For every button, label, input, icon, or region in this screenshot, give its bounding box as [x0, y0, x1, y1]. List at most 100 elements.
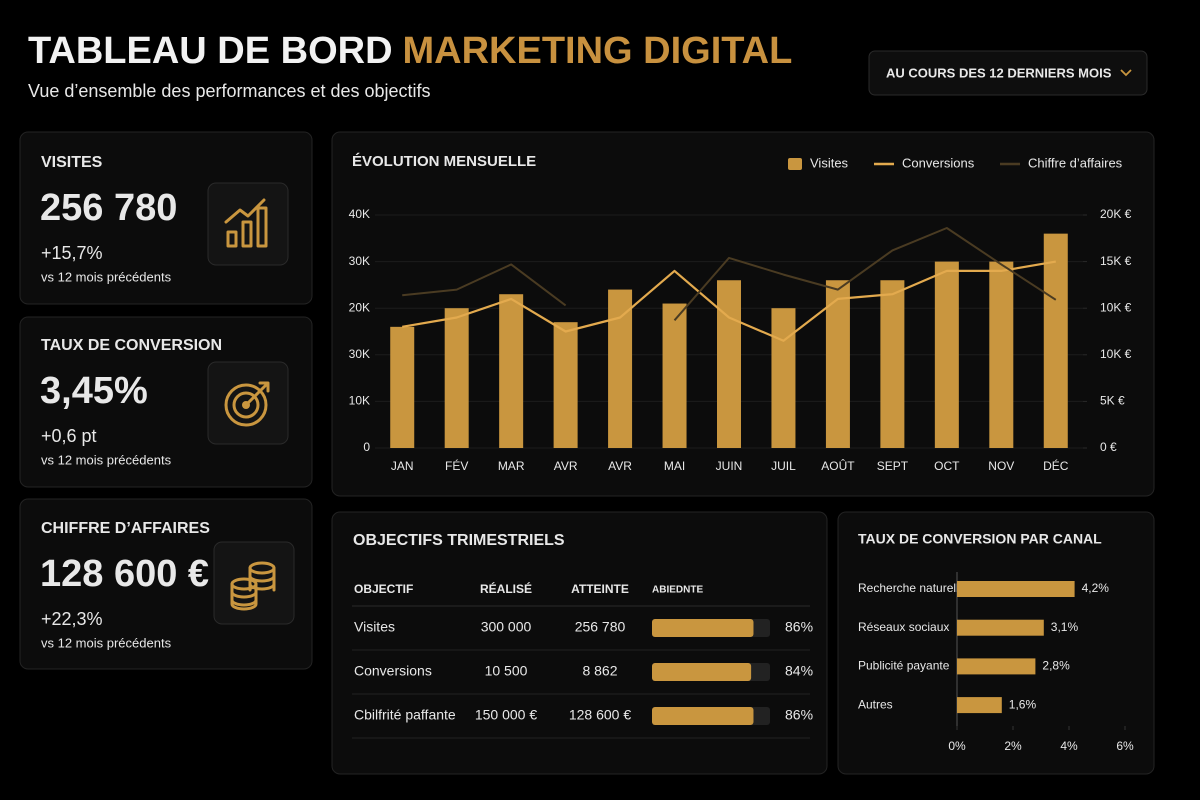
legend-label: Chiffre d’affaires: [1028, 155, 1123, 170]
table-cell: 300 000: [481, 619, 532, 635]
x-tick-label: 6%: [1116, 739, 1134, 753]
table-header: RÉALISÉ: [480, 581, 532, 596]
chart-title: ÉVOLUTION MENSUELLE: [352, 153, 536, 170]
chart-icon: [224, 198, 268, 248]
value-label: 2,8%: [1042, 659, 1070, 673]
kpi-change: +22,3%: [41, 609, 103, 629]
chart-title: TAUX DE CONVERSION PAR CANAL: [858, 531, 1102, 547]
table-header: ABIEDNTE: [652, 585, 703, 596]
x-tick-label: JAN: [391, 459, 414, 473]
kpi-label: TAUX DE CONVERSION: [41, 337, 222, 354]
table-cell: 8 862: [582, 663, 617, 679]
kpi-value: 3,45%: [40, 370, 148, 412]
y2-tick-label: 5K €: [1100, 394, 1125, 408]
line-series: [402, 227, 1057, 321]
bar: [957, 697, 1002, 714]
bar: [499, 294, 524, 448]
subtitle: Vue d’ensemble des performances et des o…: [28, 81, 431, 101]
y-tick-label: 30K: [349, 347, 370, 361]
kpi-note: vs 12 mois précédents: [41, 269, 172, 284]
title-accent: MARKETING DIGITAL: [403, 30, 793, 72]
bar: [390, 326, 415, 448]
kpi-icons: [207, 182, 295, 625]
table-title: OBJECTIFS TRIMESTRIELS: [353, 532, 565, 549]
x-tick-label: AVR: [554, 459, 578, 473]
table-cell: 10 500: [485, 663, 528, 679]
kpi-value: 128 600 €: [40, 553, 209, 595]
value-label: 1,6%: [1009, 697, 1037, 711]
x-tick-label: OCT: [934, 459, 960, 473]
x-tick-label: JUIL: [771, 459, 796, 473]
table-cell: Visites: [354, 619, 395, 635]
value-label: 4,2%: [1082, 581, 1110, 595]
line-series: [402, 260, 1056, 342]
y2-tick-label: 20K €: [1100, 207, 1132, 221]
progress-bar: [652, 663, 752, 681]
bar: [1043, 233, 1068, 448]
x-tick-label: 0%: [948, 739, 966, 753]
x-tick-label: MAI: [664, 459, 685, 473]
bar: [608, 289, 633, 448]
table-header: ATTEINTE: [571, 582, 629, 596]
kpi-note: vs 12 mois précédents: [41, 635, 172, 650]
dropdown-chevron[interactable]: [1120, 69, 1132, 77]
y-tick-label: 0: [363, 440, 370, 454]
period-dropdown[interactable]: [868, 50, 1148, 96]
x-tick-label: 4%: [1060, 739, 1078, 753]
period-label[interactable]: AU COURS DES 12 DERNIERS MOIS: [886, 65, 1112, 80]
progress-bar: [652, 707, 754, 725]
y-tick-label: 20K: [349, 300, 370, 314]
bar: [957, 619, 1044, 636]
progress-bar: [652, 619, 754, 637]
category-label: Publicité payante: [858, 659, 950, 673]
legend-label: Visites: [810, 155, 849, 170]
progress-label: 86%: [785, 707, 813, 723]
y2-tick-label: 10K €: [1100, 347, 1132, 361]
table-cell: 256 780: [575, 619, 626, 635]
kpi-change: +15,7%: [41, 243, 103, 263]
legend-label: Conversions: [902, 155, 975, 170]
icon-box: [207, 182, 289, 266]
category-label: Autres: [858, 697, 893, 711]
kpi-label: VISITES: [41, 154, 103, 171]
table-cell: Cbilfrité paffante: [354, 707, 456, 723]
bar: [662, 303, 687, 448]
progress-label: 84%: [785, 663, 813, 679]
bar: [957, 658, 1036, 675]
x-tick-label: NOV: [988, 459, 1014, 473]
table-header: OBJECTIF: [354, 582, 413, 596]
x-tick-label: MAR: [498, 459, 525, 473]
x-tick-label: FÉV: [445, 458, 468, 473]
bar: [717, 280, 741, 448]
bar: [934, 261, 959, 448]
y2-tick-label: 15K €: [1100, 254, 1132, 268]
kpi-value: 256 780: [40, 187, 177, 229]
table-cell: 150 000 €: [475, 707, 537, 723]
bar: [553, 322, 578, 448]
y2-tick-label: 0 €: [1100, 440, 1117, 454]
objectives-card: [331, 511, 828, 775]
bar: [989, 261, 1014, 448]
x-tick-label: DÉC: [1043, 458, 1069, 473]
page-title: TABLEAU DE BORD MARKETING DIGITAL: [28, 30, 792, 72]
bar: [444, 308, 469, 448]
table-cell: 128 600 €: [569, 707, 631, 723]
x-tick-label: 2%: [1004, 739, 1022, 753]
y-tick-label: 40K: [349, 207, 370, 221]
bar: [880, 280, 905, 448]
x-tick-label: AVR: [608, 459, 632, 473]
channel-card: [837, 511, 1155, 775]
kpi-note: vs 12 mois précédents: [41, 452, 172, 467]
category-label: Recherche naturelle: [858, 581, 966, 595]
x-tick-label: AOÛT: [821, 458, 855, 473]
progress-label: 86%: [785, 619, 813, 635]
coins-icon: [230, 561, 276, 611]
legend-swatch: [788, 158, 802, 170]
y-tick-label: 10K: [349, 394, 370, 408]
x-tick-label: SEPT: [877, 459, 909, 473]
table-cell: Conversions: [354, 663, 432, 679]
target-icon: [224, 381, 270, 427]
kpi-label: CHIFFRE D’AFFAIRES: [41, 520, 210, 537]
